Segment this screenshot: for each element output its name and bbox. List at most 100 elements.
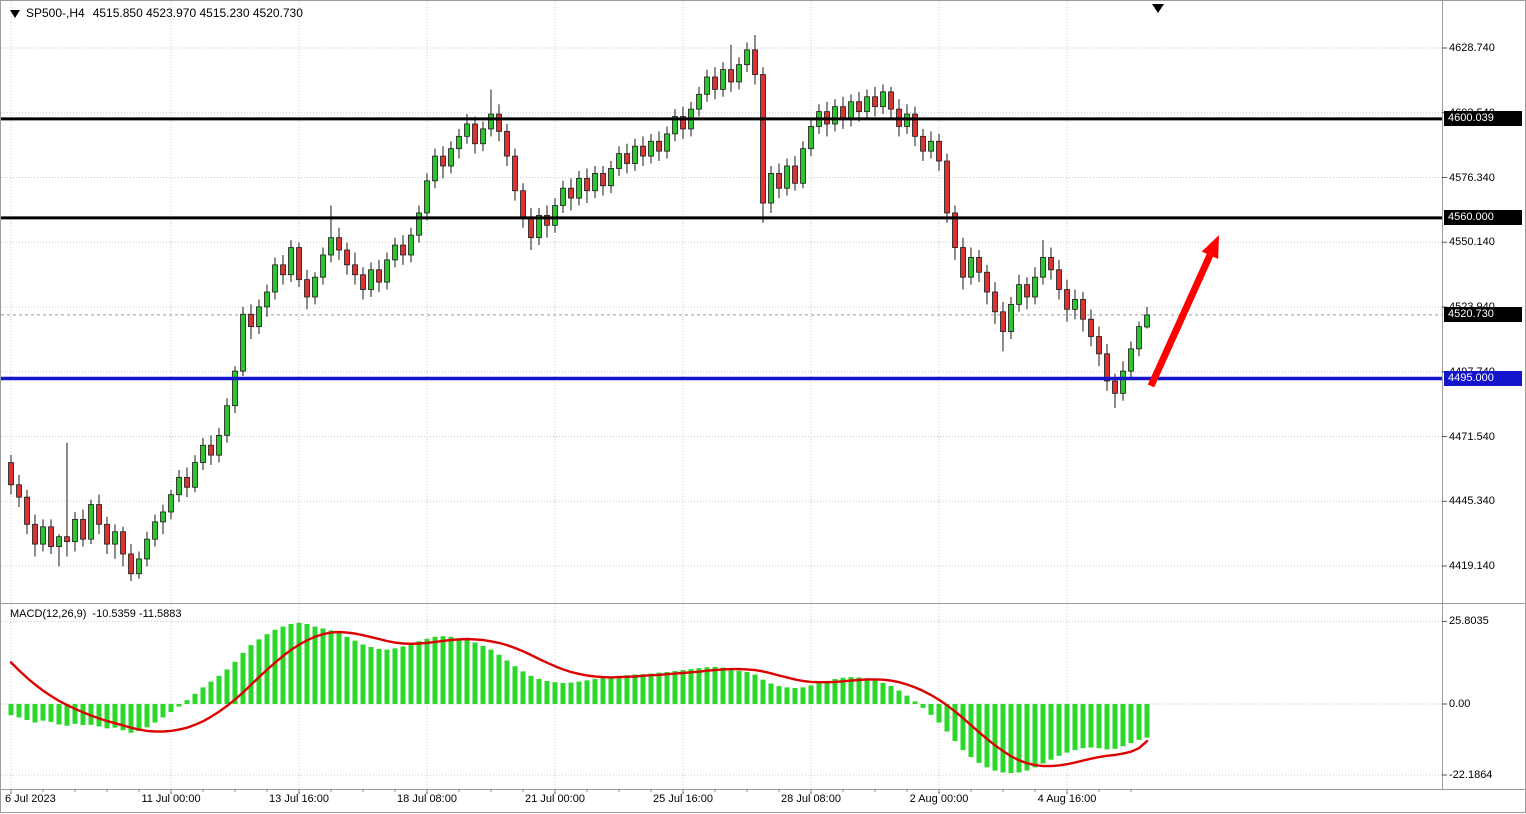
candle-body — [536, 215, 542, 239]
macd-histogram-bar — [168, 704, 174, 712]
candle-body — [1144, 314, 1150, 328]
candle-body — [768, 172, 774, 204]
macd-histogram-bar — [424, 638, 430, 704]
macd-histogram-bar — [952, 704, 958, 742]
macd-histogram-bar — [152, 704, 158, 723]
macd-histogram-bar — [888, 686, 894, 704]
candle-body — [880, 91, 886, 108]
macd-histogram-bar — [784, 687, 790, 704]
macd-histogram-bar — [584, 680, 590, 704]
macd-histogram-bar — [680, 670, 686, 704]
candle-body — [288, 247, 294, 276]
candle-body — [1032, 276, 1038, 298]
candle-body — [968, 257, 974, 278]
macd-histogram-bar — [1080, 704, 1086, 749]
macd-histogram-bar — [96, 704, 102, 727]
macd-histogram-bar — [56, 704, 62, 725]
macd-histogram-bar — [288, 624, 294, 704]
candle-body — [600, 172, 606, 187]
macd-histogram-bar — [336, 632, 342, 704]
candle-body — [1080, 299, 1086, 320]
candle-body — [632, 145, 638, 164]
candle-body — [448, 148, 454, 167]
macd-histogram-bar — [536, 679, 542, 704]
macd-histogram-bar — [400, 646, 406, 704]
candle-body — [512, 155, 518, 192]
candle-body — [168, 494, 174, 513]
macd-signal-line — [9, 630, 1149, 768]
macd-histogram-bar — [1000, 704, 1006, 773]
candle-body — [384, 259, 390, 283]
macd-histogram-bar — [48, 704, 54, 722]
candle-body — [336, 237, 342, 251]
candle-body — [80, 518, 86, 540]
macd-histogram-bar — [272, 629, 278, 704]
macd-histogram-bar — [912, 701, 918, 704]
candle-body — [576, 177, 582, 199]
macd-histogram-bar — [1096, 704, 1102, 749]
candle-body — [480, 128, 486, 145]
candle-body — [520, 190, 526, 219]
candle-body — [984, 271, 990, 293]
candle-body — [672, 116, 678, 135]
candle-body — [184, 476, 190, 488]
candle-body — [1008, 303, 1014, 332]
macd-histogram-bar — [456, 638, 462, 704]
macd-histogram-bar — [600, 677, 606, 704]
macd-histogram-bar — [1064, 704, 1070, 753]
candle-body — [696, 93, 702, 110]
candle-body — [408, 234, 414, 256]
candle-body — [1136, 326, 1142, 350]
trend-arrow-line[interactable] — [1147, 253, 1214, 388]
candle-body — [1088, 318, 1094, 337]
candle-body — [152, 521, 158, 540]
candle-body — [88, 504, 94, 540]
candle-body — [200, 444, 206, 463]
macd-histogram-bar — [528, 675, 534, 704]
macd-histogram-bar — [800, 687, 806, 704]
macd-histogram-bar — [1104, 704, 1110, 750]
candle-body — [264, 291, 270, 308]
macd-histogram-bar — [136, 704, 142, 731]
macd-histogram-bar — [744, 672, 750, 704]
macd-histogram-bar — [720, 667, 726, 704]
candle-body — [368, 269, 374, 290]
macd-histogram-bar — [432, 636, 438, 704]
macd-histogram-bar — [816, 682, 822, 704]
macd-histogram-bar — [248, 645, 254, 704]
macd-histogram-bar — [224, 669, 230, 704]
macd-histogram-bar — [704, 667, 710, 704]
trend-arrow-head[interactable] — [1201, 235, 1219, 259]
macd-histogram-bar — [472, 642, 478, 704]
symbol-period-label: SP500-,H4 — [26, 6, 85, 20]
macd-histogram-bar — [712, 666, 718, 704]
macd-histogram-bar — [128, 704, 134, 733]
candle-body — [280, 264, 286, 276]
macd-histogram-bar — [464, 640, 470, 704]
macd-histogram-bar — [1136, 704, 1142, 740]
macd-histogram-bar — [192, 693, 198, 704]
candle-body — [976, 257, 982, 273]
macd-histogram-bar — [1088, 704, 1094, 748]
candle-body — [136, 558, 142, 575]
candle-body — [96, 504, 102, 525]
candle-body — [488, 113, 494, 130]
macd-histogram-bar — [360, 644, 366, 704]
candle-body — [864, 96, 870, 113]
candle-body — [328, 237, 334, 256]
macd-histogram-bar — [560, 682, 566, 704]
macd-histogram-bar — [512, 666, 518, 704]
candle-body — [1096, 336, 1102, 355]
macd-histogram-bar — [864, 678, 870, 704]
candle-body — [392, 244, 398, 261]
candle-body — [952, 212, 958, 248]
macd-histogram-bar — [648, 673, 654, 704]
macd-histogram-bar — [488, 649, 494, 704]
macd-histogram-bar — [304, 624, 310, 704]
candle-body — [544, 215, 550, 226]
candle-body — [192, 462, 198, 488]
candle-body — [48, 526, 54, 547]
macd-histogram-bar — [72, 704, 78, 724]
macd-histogram-bar — [392, 648, 398, 704]
